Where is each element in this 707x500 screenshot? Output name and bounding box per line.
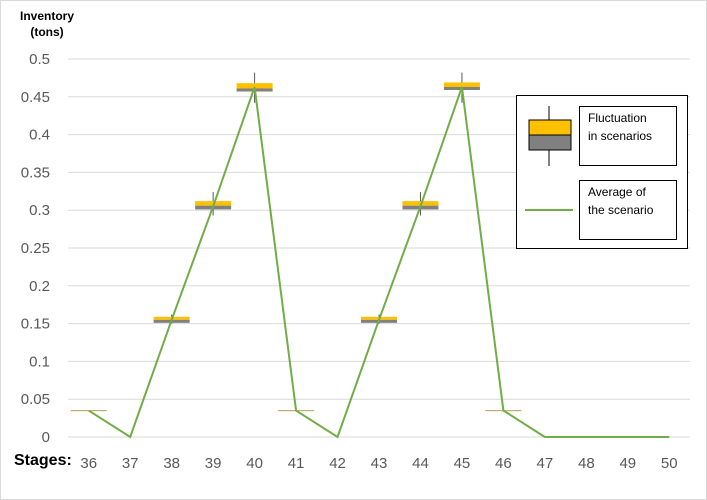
y-axis-title-line-2: (tons) — [30, 25, 64, 39]
y-tick-label: 0.25 — [21, 240, 50, 257]
y-tick-label: 0.2 — [29, 278, 50, 295]
y-tick-label: 0.45 — [21, 89, 50, 106]
x-tick-label: 40 — [246, 455, 263, 472]
fluctuation-box-upper — [236, 83, 273, 89]
x-tick-label: 44 — [412, 455, 429, 472]
x-tick-labels: 36 37 38 39 40 41 42 43 44 45 46 47 48 49 50 — [80, 455, 677, 472]
x-tick-label: 50 — [661, 455, 678, 472]
legend-box-lower — [528, 134, 572, 151]
fluctuation-boxes — [70, 72, 522, 412]
y-tick-label: 0.5 — [29, 51, 50, 68]
y-tick-label: 0.4 — [29, 127, 50, 144]
x-tick-label: 38 — [163, 455, 180, 472]
fluctuation-box-upper — [443, 82, 480, 87]
x-tick-label: 41 — [288, 455, 305, 472]
legend-label-fluctuation-line-2: in scenarios — [588, 129, 653, 143]
x-axis-title: Stages: — [14, 452, 72, 469]
legend-label-average-line-1: Average of — [588, 185, 646, 199]
legend-label-average: Average of the scenario — [579, 180, 677, 240]
y-tick-labels: 0 0.05 0.1 0.15 0.2 0.25 0.3 0.35 0.4 0.45 0.5 — [21, 51, 50, 446]
legend-symbols — [525, 106, 573, 211]
average-series — [88, 86, 670, 439]
y-tick-label: 0.35 — [21, 164, 50, 181]
legend-label-fluctuation: Fluctuation in scenarios — [579, 106, 677, 166]
y-tick-label: 0.05 — [21, 391, 50, 408]
y-tick-label: 0 — [42, 429, 50, 446]
y-axis-title-line-1: Inventory — [19, 9, 74, 23]
x-tick-label: 42 — [329, 455, 346, 472]
y-tick-label: 0.3 — [29, 202, 50, 219]
x-tick-label: 37 — [122, 455, 139, 472]
x-tick-label: 36 — [80, 455, 97, 472]
y-tick-label: 0.1 — [29, 353, 50, 370]
x-tick-label: 39 — [205, 455, 222, 472]
x-tick-label: 48 — [578, 455, 595, 472]
y-axis-title: Inventory (tons) — [12, 8, 82, 40]
average-line — [88, 86, 670, 439]
x-tick-label: 45 — [454, 455, 471, 472]
x-tick-label: 47 — [537, 455, 554, 472]
legend-box-upper — [528, 119, 572, 136]
legend-label-fluctuation-line-1: Fluctuation — [588, 111, 647, 125]
y-tick-label: 0.15 — [21, 316, 50, 333]
x-tick-label: 49 — [619, 455, 636, 472]
fluctuation-box-upper — [70, 410, 107, 411]
x-tick-label: 46 — [495, 455, 512, 472]
x-tick-label: 43 — [371, 455, 388, 472]
legend-label-average-line-2: the scenario — [588, 203, 654, 217]
legend: Fluctuation in scenarios Average of the … — [516, 95, 688, 249]
